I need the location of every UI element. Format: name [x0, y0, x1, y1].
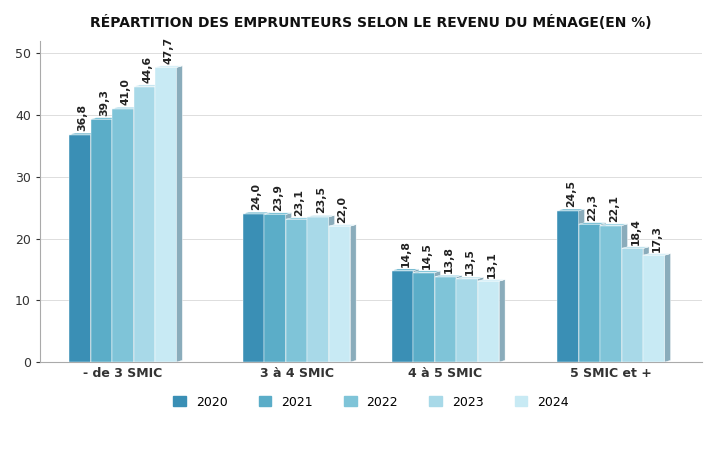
- Text: 22,3: 22,3: [587, 194, 597, 221]
- Text: 39,3: 39,3: [99, 89, 109, 116]
- Polygon shape: [329, 215, 335, 362]
- Polygon shape: [90, 117, 118, 119]
- Polygon shape: [243, 212, 270, 214]
- Polygon shape: [413, 272, 435, 362]
- Polygon shape: [643, 254, 670, 255]
- Polygon shape: [90, 133, 96, 362]
- Polygon shape: [112, 117, 118, 362]
- Polygon shape: [456, 279, 478, 362]
- Text: 13,5: 13,5: [465, 248, 475, 275]
- Text: 13,1: 13,1: [486, 251, 496, 278]
- Polygon shape: [579, 223, 606, 224]
- Polygon shape: [155, 66, 182, 68]
- Polygon shape: [622, 249, 643, 362]
- Polygon shape: [557, 211, 579, 362]
- Text: 24,5: 24,5: [566, 180, 576, 207]
- Text: 23,9: 23,9: [273, 184, 283, 211]
- Polygon shape: [351, 224, 356, 362]
- Text: 22,0: 22,0: [338, 196, 348, 223]
- Polygon shape: [243, 214, 265, 362]
- Polygon shape: [69, 133, 96, 135]
- Polygon shape: [557, 209, 584, 211]
- Polygon shape: [265, 213, 292, 214]
- Polygon shape: [265, 214, 286, 362]
- Polygon shape: [579, 224, 600, 362]
- Polygon shape: [579, 209, 584, 362]
- Polygon shape: [600, 226, 622, 362]
- Polygon shape: [643, 247, 649, 362]
- Polygon shape: [308, 215, 335, 217]
- Polygon shape: [112, 107, 139, 109]
- Text: 18,4: 18,4: [630, 218, 640, 245]
- Polygon shape: [665, 254, 670, 362]
- Polygon shape: [435, 277, 456, 362]
- Text: 24,0: 24,0: [252, 183, 262, 210]
- Polygon shape: [133, 86, 155, 362]
- Polygon shape: [308, 218, 313, 362]
- Polygon shape: [643, 255, 665, 362]
- Polygon shape: [265, 212, 270, 362]
- Polygon shape: [133, 85, 161, 86]
- Polygon shape: [176, 66, 182, 362]
- Polygon shape: [413, 269, 419, 362]
- Polygon shape: [308, 217, 329, 362]
- Polygon shape: [435, 271, 440, 362]
- Text: 14,5: 14,5: [422, 242, 432, 269]
- Polygon shape: [478, 280, 505, 281]
- Polygon shape: [600, 224, 627, 226]
- Polygon shape: [435, 275, 462, 277]
- Polygon shape: [155, 85, 161, 362]
- Legend: 2020, 2021, 2022, 2023, 2024: 2020, 2021, 2022, 2023, 2024: [168, 391, 574, 414]
- Polygon shape: [456, 277, 483, 279]
- Text: 13,8: 13,8: [443, 246, 453, 273]
- Polygon shape: [329, 226, 351, 362]
- Polygon shape: [112, 109, 133, 362]
- Text: 44,6: 44,6: [142, 56, 152, 83]
- Polygon shape: [391, 269, 419, 271]
- Polygon shape: [69, 135, 90, 362]
- Polygon shape: [90, 119, 112, 362]
- Polygon shape: [155, 68, 176, 362]
- Text: 23,5: 23,5: [316, 186, 326, 213]
- Polygon shape: [286, 213, 292, 362]
- Polygon shape: [329, 224, 356, 226]
- Polygon shape: [478, 281, 499, 362]
- Text: 14,8: 14,8: [400, 240, 410, 267]
- Polygon shape: [622, 247, 649, 249]
- Polygon shape: [456, 275, 462, 362]
- Polygon shape: [286, 219, 308, 362]
- Text: 47,7: 47,7: [163, 37, 174, 64]
- Polygon shape: [286, 218, 313, 219]
- Text: 17,3: 17,3: [652, 225, 662, 252]
- Text: 22,1: 22,1: [609, 195, 619, 222]
- Polygon shape: [600, 223, 606, 362]
- Polygon shape: [499, 280, 505, 362]
- Polygon shape: [622, 224, 627, 362]
- Polygon shape: [133, 107, 139, 362]
- Text: 41,0: 41,0: [120, 79, 130, 105]
- Polygon shape: [413, 271, 440, 272]
- Text: 23,1: 23,1: [295, 189, 305, 216]
- Text: 36,8: 36,8: [77, 104, 87, 131]
- Title: RÉPARTITION DES EMPRUNTEURS SELON LE REVENU DU MÉNAGE(EN %): RÉPARTITION DES EMPRUNTEURS SELON LE REV…: [90, 15, 652, 30]
- Polygon shape: [478, 277, 483, 362]
- Polygon shape: [391, 271, 413, 362]
